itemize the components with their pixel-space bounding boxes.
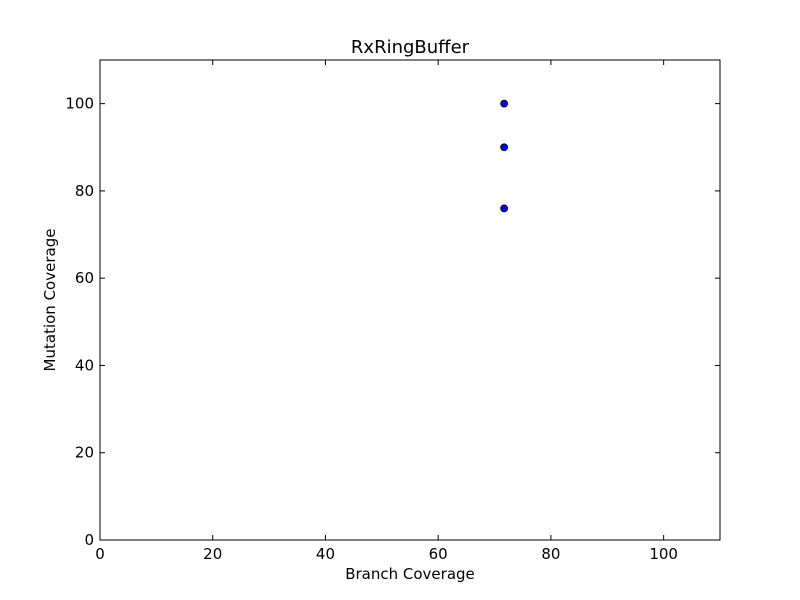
scatter-point [500, 99, 509, 108]
x-tick-label: 60 [429, 545, 448, 563]
y-tick-label: 80 [75, 182, 94, 200]
y-axis-label: Mutation Coverage [41, 229, 59, 372]
chart-title: RxRingBuffer [351, 37, 470, 58]
scatter-point [500, 204, 509, 213]
data-points [500, 99, 509, 213]
x-tick-label: 40 [316, 545, 335, 563]
x-tick-label: 20 [203, 545, 222, 563]
y-axis-ticks: 0 20 40 60 80 100 [65, 95, 720, 549]
x-tick-label: 100 [649, 545, 678, 563]
y-tick-label: 20 [75, 444, 94, 462]
y-tick-label: 0 [84, 531, 94, 549]
y-tick-label: 60 [75, 269, 94, 287]
plot-area-frame [99, 59, 721, 541]
y-tick-label: 100 [65, 95, 94, 113]
scatter-point [500, 143, 509, 152]
x-tick-label: 0 [95, 545, 105, 563]
x-tick-label: 80 [541, 545, 560, 563]
x-axis-label: Branch Coverage [345, 565, 475, 583]
x-axis-ticks: 0 20 40 60 80 100 [95, 60, 678, 563]
y-tick-label: 40 [75, 356, 94, 374]
